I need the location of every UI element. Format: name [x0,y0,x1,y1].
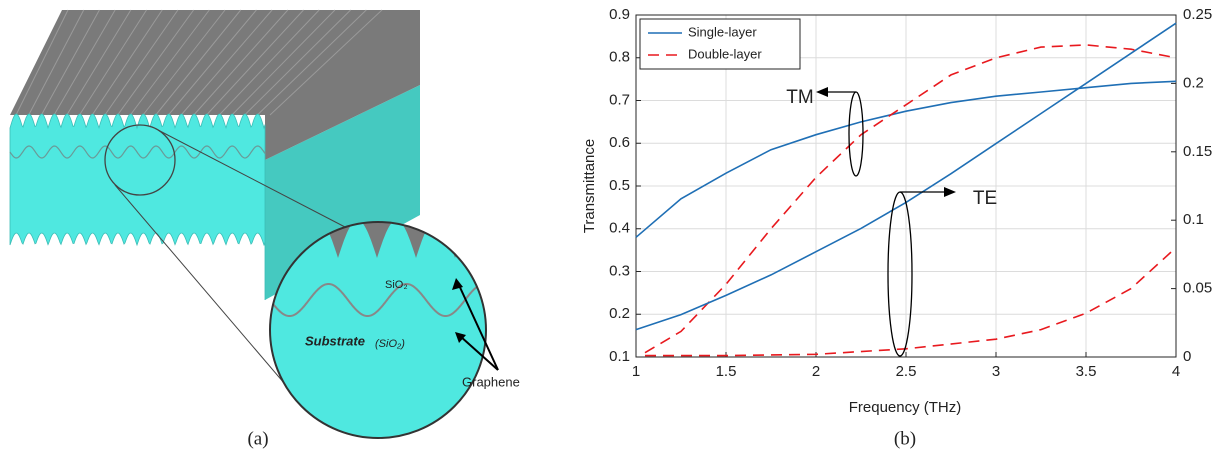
y2-tick-label: 0.1 [1183,211,1204,228]
substrate-label: Substrate [305,333,365,348]
x-tick-label: 1.5 [716,363,737,380]
y2-tick-label: 0.25 [1183,6,1212,23]
y-tick-label: 0.5 [609,177,630,194]
legend-label: Double-layer [688,46,762,61]
graphene-label: Graphene [462,374,520,389]
y-tick-label: 0.1 [609,348,630,365]
y-tick-label: 0.9 [609,6,630,23]
y2-tick-label: 0 [1183,348,1191,365]
sio2-label: SiO₂ [385,279,408,291]
chart: Frequency (THz) Transmittance 1 1.5 2 2.5 3 3… [581,6,1212,416]
y-tick-label: 0.4 [609,220,630,237]
x-tick-label: 3 [992,363,1000,380]
diagram: SiO₂ Substrate (SiO₂) Graphene [10,10,520,438]
x-tick-label: 2 [812,363,820,380]
y-tick-label: 0.2 [609,305,630,322]
y-tick-label: 0.7 [609,91,630,108]
y-tick-label: 0.8 [609,49,630,66]
y-axis-label: Transmittance [581,139,598,233]
y2-tick-label: 0.2 [1183,74,1204,91]
panel-label: (a) [247,428,268,449]
page: SiO₂ Substrate (SiO₂) Graphene (a) (b) F… [0,0,1229,454]
y2-tick-label: 0.05 [1183,280,1212,297]
block-front [10,114,265,300]
x-tick-label: 1 [632,363,640,380]
x-tick-label: 3.5 [1076,363,1097,380]
figure: SiO₂ Substrate (SiO₂) Graphene (a) (b) F… [0,0,1229,454]
y-tick-label: 0.6 [609,134,630,151]
x-tick-label: 2.5 [896,363,917,380]
annotation: TE [973,188,997,209]
y2-tick-label: 0.15 [1183,143,1212,160]
annotation: TM [786,87,813,108]
y-tick-label: 0.3 [609,262,630,279]
legend-label: Single-layer [688,24,757,39]
panel-label: (b) [894,428,916,449]
x-tick-label: 4 [1172,363,1180,380]
x-axis-label: Frequency (THz) [849,399,962,416]
substrate-material: (SiO₂) [375,338,405,350]
